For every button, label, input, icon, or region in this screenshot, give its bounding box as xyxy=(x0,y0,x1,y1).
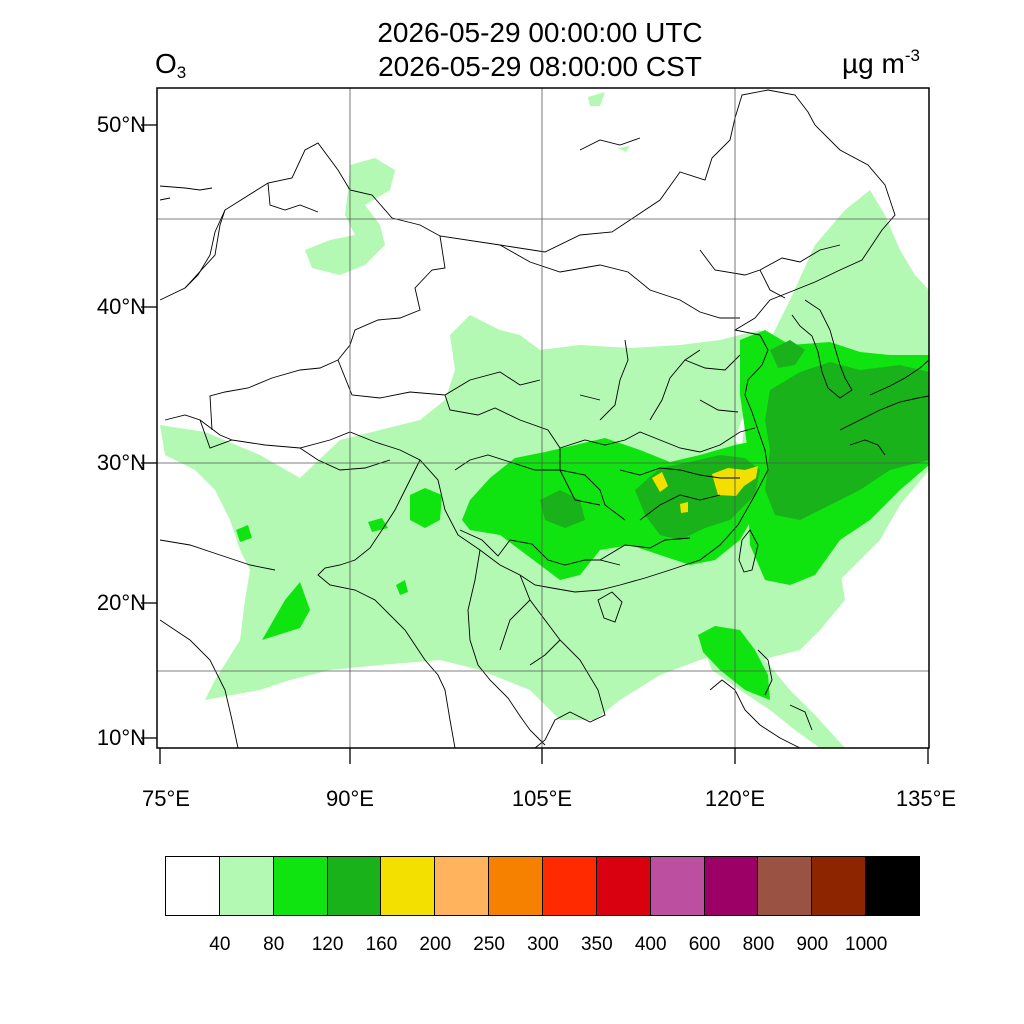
field-40-80-north xyxy=(618,146,630,152)
color-bar-label: 160 xyxy=(365,934,398,955)
map-frame xyxy=(156,87,930,749)
field-160-200-c xyxy=(680,502,688,513)
lat-label-30n: 30°N xyxy=(96,450,146,475)
lon-label-105e: 105°E xyxy=(511,786,573,811)
india-coast xyxy=(159,539,276,748)
species-label: O3 xyxy=(155,48,186,83)
units-superscript: -3 xyxy=(904,46,920,65)
field-160-200-b xyxy=(652,472,668,492)
color-bar-label: 600 xyxy=(688,934,721,955)
color-bar-swatch xyxy=(865,856,921,916)
color-bar-swatch xyxy=(434,856,490,916)
field-80-120-luzon xyxy=(698,626,770,700)
graticule xyxy=(157,88,929,748)
color-bar-label: 250 xyxy=(473,934,505,955)
sichuan-border xyxy=(454,454,626,521)
axis-ticks xyxy=(141,124,929,764)
color-bar-label: 350 xyxy=(580,934,613,955)
kazakh-border xyxy=(184,182,319,289)
color-bar-swatch xyxy=(165,856,220,916)
lon-label-120e: 120°E xyxy=(704,786,766,811)
caspian-region xyxy=(159,185,213,201)
field-120-160-yellow-sea xyxy=(770,340,805,368)
xinjiang-border xyxy=(337,235,446,361)
lat-label-50n: 50°N xyxy=(96,112,146,137)
color-bar-label: 120 xyxy=(311,934,344,955)
lat-label-10n: 10°N xyxy=(96,725,146,750)
lon-label-75e: 75°E xyxy=(142,786,190,811)
units-label: µg m-3 xyxy=(842,46,920,80)
lat-label-40n: 40°N xyxy=(96,294,146,319)
hainan xyxy=(597,591,623,623)
china-outline xyxy=(159,89,896,593)
japan xyxy=(839,359,929,456)
field-120-160-east-china-sea xyxy=(765,362,929,520)
field-40-80-mongolia xyxy=(588,92,605,106)
color-bar-label: 40 xyxy=(209,934,231,955)
philippines xyxy=(709,649,813,748)
field-120-160-sichuan xyxy=(540,490,585,528)
taiwan xyxy=(738,529,759,573)
color-bar-label: 300 xyxy=(527,934,559,955)
color-bar-swatch xyxy=(326,856,382,916)
color-bar-swatch xyxy=(272,856,328,916)
color-bar-swatch xyxy=(757,856,813,916)
color-bar-label: 900 xyxy=(796,934,829,955)
color-bar-label: 200 xyxy=(419,934,452,955)
color-bar-swatch xyxy=(703,856,759,916)
color-bar-swatch xyxy=(218,856,274,916)
color-bar-swatch xyxy=(595,856,651,916)
valid-time-utc: 2026-05-29 00:00:00 UTC xyxy=(377,17,703,48)
valid-time-cst: 2026-05-29 08:00:00 CST xyxy=(378,51,702,82)
color-bar-label: 800 xyxy=(742,934,775,955)
color-bar-swatch xyxy=(811,856,867,916)
concentration-field xyxy=(160,92,929,748)
qinghai-gansu-border xyxy=(444,394,561,470)
units-main: µg m xyxy=(842,48,905,79)
color-bar-label: 1000 xyxy=(845,934,888,955)
guangxi-guangdong-border xyxy=(599,537,691,561)
color-bar-swatch xyxy=(542,856,597,916)
lon-label-135e: 135°E xyxy=(895,786,957,811)
color-bar-swatch xyxy=(488,856,544,916)
color-bar-label: 80 xyxy=(263,934,285,955)
korea xyxy=(791,299,853,399)
field-80-120-bengal xyxy=(262,582,310,640)
indochina xyxy=(467,549,606,748)
field-80-120-tibet xyxy=(410,488,442,528)
color-bar-label: 400 xyxy=(634,934,667,955)
field-80-120-patch-a xyxy=(236,525,252,542)
species-subscript: 3 xyxy=(176,63,187,82)
color-bar xyxy=(165,856,921,916)
central-provinces xyxy=(559,339,756,521)
yunnan-border xyxy=(459,529,621,566)
lat-label-20n: 20°N xyxy=(96,590,146,615)
inner-mongolia-border xyxy=(499,244,740,319)
boundaries xyxy=(159,89,929,748)
field-80-120-patch-c xyxy=(396,580,408,595)
myanmar-india xyxy=(317,459,456,748)
color-bar-swatch xyxy=(380,856,436,916)
northeast-provinces xyxy=(699,244,841,299)
mongolia-internal xyxy=(579,137,641,151)
southwest-borders xyxy=(199,419,391,471)
species-main: O xyxy=(155,48,177,79)
color-bar-swatch xyxy=(649,856,705,916)
lon-label-90e: 90°E xyxy=(326,786,374,811)
